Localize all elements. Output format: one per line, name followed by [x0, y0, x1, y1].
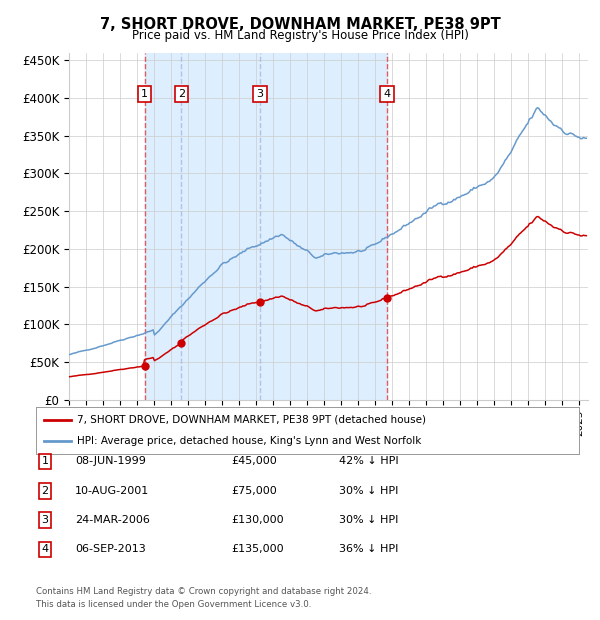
Text: 7, SHORT DROVE, DOWNHAM MARKET, PE38 9PT: 7, SHORT DROVE, DOWNHAM MARKET, PE38 9PT — [100, 17, 500, 32]
Text: This data is licensed under the Open Government Licence v3.0.: This data is licensed under the Open Gov… — [36, 600, 311, 609]
Text: £75,000: £75,000 — [231, 486, 277, 496]
Text: 06-SEP-2013: 06-SEP-2013 — [75, 544, 146, 554]
Text: 3: 3 — [41, 515, 49, 525]
Text: Price paid vs. HM Land Registry's House Price Index (HPI): Price paid vs. HM Land Registry's House … — [131, 29, 469, 42]
Text: 08-JUN-1999: 08-JUN-1999 — [75, 456, 146, 466]
Text: £45,000: £45,000 — [231, 456, 277, 466]
Text: 42% ↓ HPI: 42% ↓ HPI — [339, 456, 398, 466]
Text: 1: 1 — [141, 89, 148, 99]
Text: 30% ↓ HPI: 30% ↓ HPI — [339, 486, 398, 496]
Text: 4: 4 — [41, 544, 49, 554]
Bar — [145, 53, 387, 400]
Text: 30% ↓ HPI: 30% ↓ HPI — [339, 515, 398, 525]
Text: £130,000: £130,000 — [231, 515, 284, 525]
Text: 7, SHORT DROVE, DOWNHAM MARKET, PE38 9PT (detached house): 7, SHORT DROVE, DOWNHAM MARKET, PE38 9PT… — [77, 415, 426, 425]
Text: 2: 2 — [41, 486, 49, 496]
Text: 36% ↓ HPI: 36% ↓ HPI — [339, 544, 398, 554]
Text: £135,000: £135,000 — [231, 544, 284, 554]
Text: Contains HM Land Registry data © Crown copyright and database right 2024.: Contains HM Land Registry data © Crown c… — [36, 587, 371, 596]
Text: 2: 2 — [178, 89, 185, 99]
Text: HPI: Average price, detached house, King's Lynn and West Norfolk: HPI: Average price, detached house, King… — [77, 436, 421, 446]
Text: 4: 4 — [383, 89, 391, 99]
Text: 24-MAR-2006: 24-MAR-2006 — [75, 515, 150, 525]
Text: 10-AUG-2001: 10-AUG-2001 — [75, 486, 149, 496]
Text: 3: 3 — [257, 89, 263, 99]
Text: 1: 1 — [41, 456, 49, 466]
